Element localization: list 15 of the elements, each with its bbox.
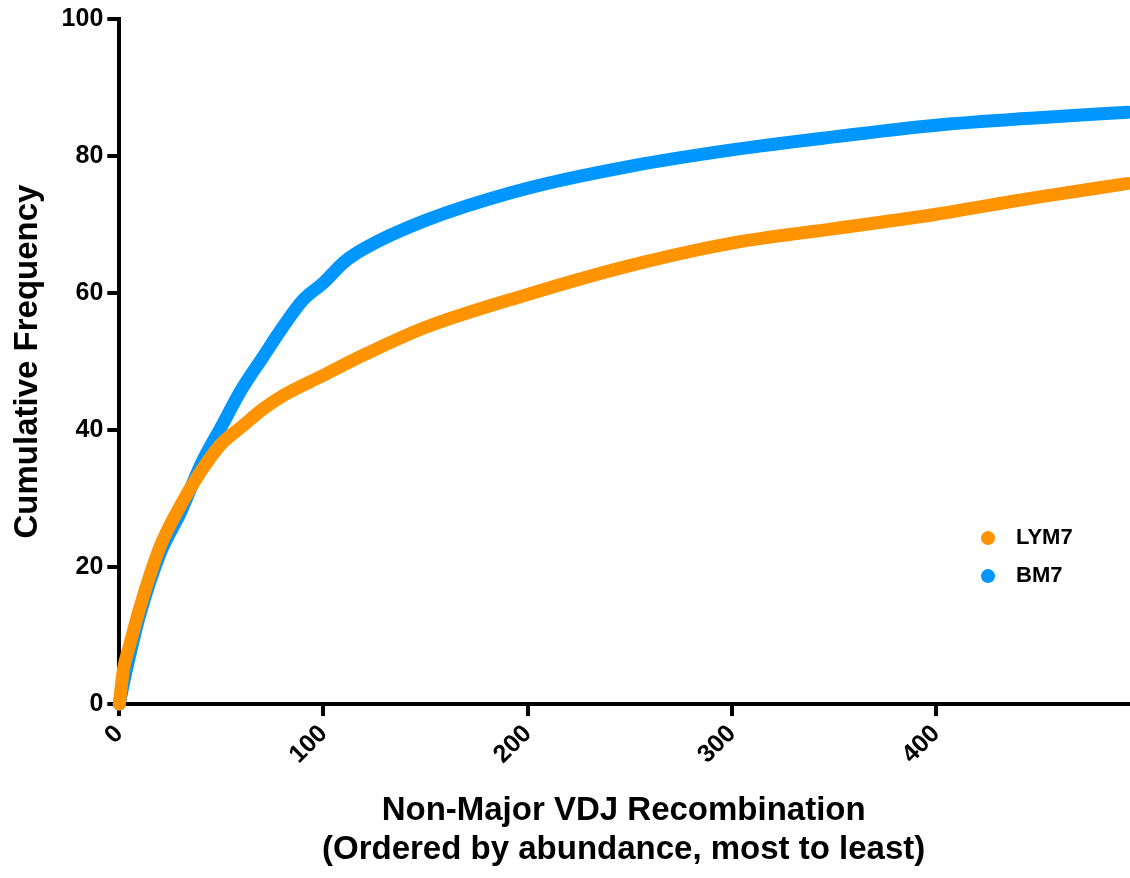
x-tick-label: 200 (486, 718, 537, 768)
x-tick-label: 400 (895, 718, 945, 768)
y-tick-label: 80 (75, 139, 104, 168)
y-tick-label: 60 (75, 276, 104, 305)
x-tick-label: 300 (690, 718, 741, 768)
legend-label: LYM7 (1016, 524, 1073, 550)
x-tick-label: 0 (98, 718, 128, 748)
x-axis-title: Non-Major VDJ Recombination (Ordered by abundance, most to least) (322, 789, 926, 867)
legend-label: BM7 (1016, 562, 1063, 588)
y-tick-label: 40 (75, 413, 104, 442)
y-tick-label: 100 (61, 2, 104, 31)
y-axis-title: Cumulative Frequency (6, 183, 44, 539)
y-tick-label: 20 (75, 550, 104, 579)
y-tick-label: 0 (89, 687, 104, 716)
x-tick-label: 100 (282, 718, 332, 768)
